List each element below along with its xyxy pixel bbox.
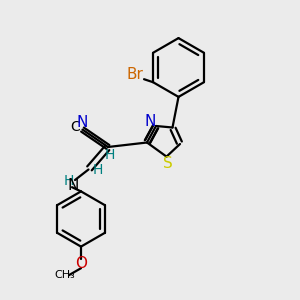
Text: H: H [63, 174, 74, 188]
Text: N: N [145, 114, 156, 129]
Text: O: O [75, 256, 87, 272]
Text: C: C [70, 120, 80, 134]
Text: CH₃: CH₃ [54, 270, 75, 280]
Text: N: N [77, 115, 88, 130]
Text: N: N [68, 178, 79, 194]
Text: Br: Br [127, 67, 143, 82]
Text: H: H [104, 148, 115, 162]
Text: H: H [92, 164, 103, 177]
Text: S: S [163, 156, 173, 171]
